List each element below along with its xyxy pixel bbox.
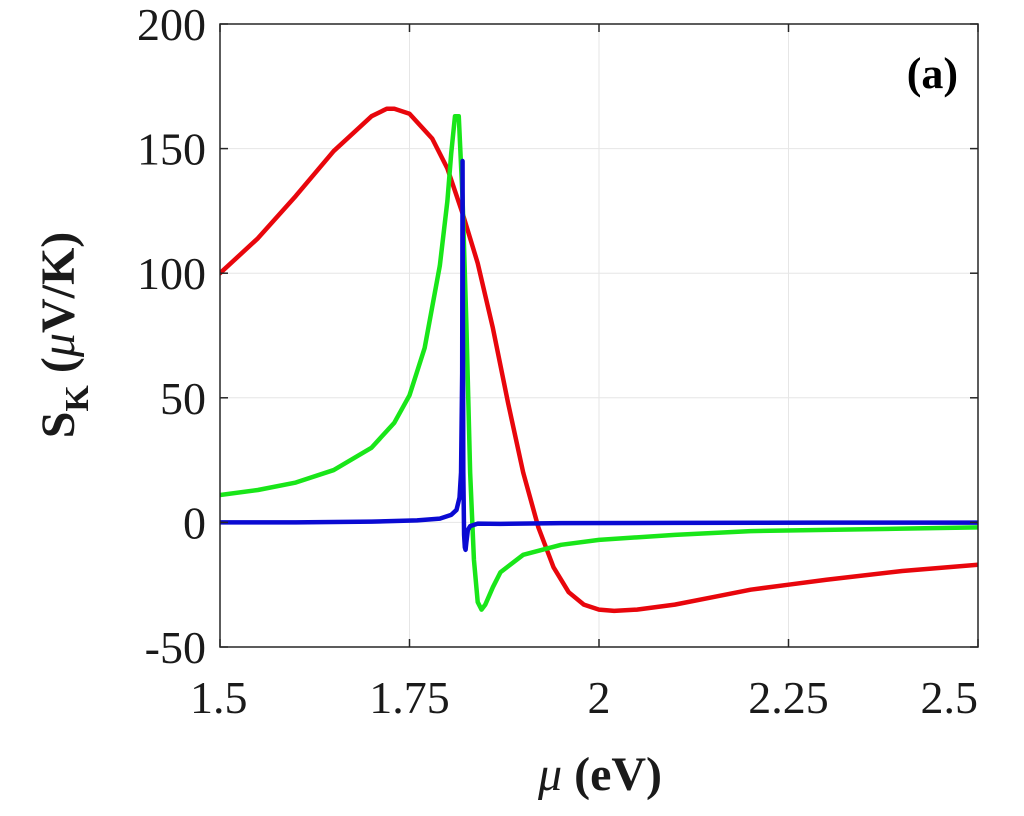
series-layer [220,106,978,614]
x-tick-label-4: 2.5 [921,672,979,723]
x-tick-label-0: 1.5 [190,672,248,723]
x-tick-labels: 1.5 1.75 2 2.25 2.5 [190,672,978,723]
panel-label: (a) [907,49,958,98]
y-tick-label-5: 200 [137,0,206,50]
y-axis-subscript: K [59,385,96,412]
x-axis-title: μ (eV) [537,748,662,801]
y-tick-label-3: 100 [137,248,206,299]
x-axis-unit: (eV) [562,748,662,801]
tick-marks [219,23,979,648]
y-tick-label-2: 50 [160,373,206,424]
series-line-blue [220,158,978,553]
y-axis-symbol: μ [32,333,85,358]
x-tick-label-2: 2 [588,672,611,723]
y-tick-label-0: -50 [145,622,206,673]
y-tick-label-1: 0 [183,497,206,548]
series-line-red [220,106,978,614]
series-line-green [220,113,978,612]
y-axis-unit: V/K) [32,232,85,333]
x-tick-label-1: 1.75 [369,672,450,723]
y-tick-label-4: 150 [137,124,206,175]
x-tick-label-3: 2.25 [748,672,829,723]
y-axis-paren: ( [32,357,85,385]
y-axis-title: SK (μV/K) [32,232,96,439]
y-tick-labels: -50 0 50 100 150 200 [137,0,206,673]
x-axis-symbol: μ [537,748,562,801]
y-axis-main: S [32,412,85,439]
